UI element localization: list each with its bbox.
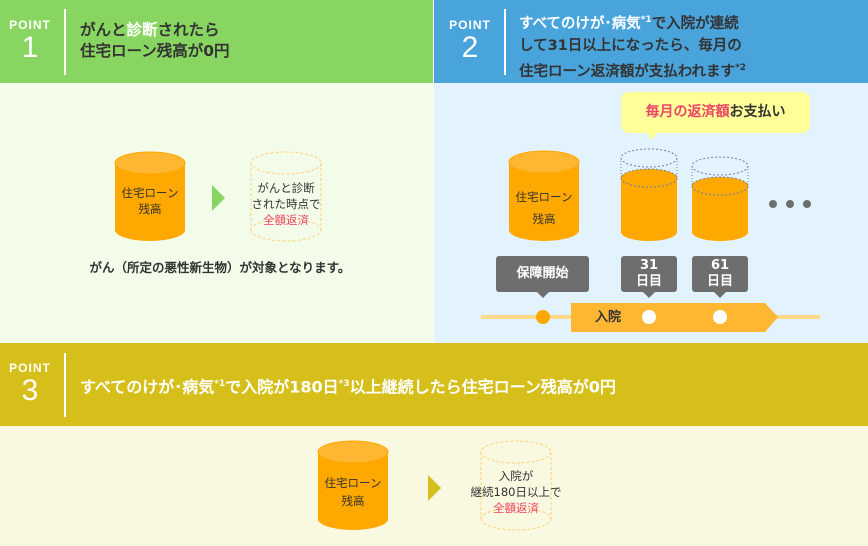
timeline-label: 入院 <box>594 310 621 325</box>
point2-title: すべてのけが･病気*1で入院が連続 して31日以上になったら、毎月の 住宅ローン返済… <box>519 15 747 80</box>
day31-label: 31 日目 <box>621 256 677 298</box>
point1-badge: POINT 1 <box>9 18 51 64</box>
glass-61-days <box>691 156 749 241</box>
point2-badge: POINT 2 <box>449 18 491 64</box>
arrow-right-icon <box>428 475 441 501</box>
coverage-start-label: 保障開始 <box>496 256 589 298</box>
point3-header <box>0 343 868 426</box>
point1-header <box>0 0 433 83</box>
loan-balance-cylinder-1 <box>114 151 186 241</box>
point2-header <box>434 0 868 83</box>
point3-title: すべてのけが･病気*1で入院が180日*3以上継続したら住宅ローン残高が0円 <box>80 377 616 397</box>
cylinder-label: 住宅ローン 残高 <box>121 186 179 216</box>
after-text: 入院が 継続180日以上で 全額返済 <box>470 469 562 515</box>
cylinder-label: 住宅ローン 残高 <box>324 476 382 508</box>
loan-balance-cylinder-2 <box>508 150 580 241</box>
arrow-right-icon <box>212 185 225 211</box>
empty-cylinder-3 <box>480 440 552 531</box>
loan-balance-cylinder-3 <box>317 440 389 530</box>
ellipsis-dots <box>769 200 811 208</box>
point1-caption: がん（所定の悪性新生物）が対象となります。 <box>89 260 351 275</box>
point1-body <box>0 83 433 343</box>
point1-title: がんと診断されたら 住宅ローン残高が0円 <box>80 21 230 60</box>
day31-dot <box>642 310 656 324</box>
empty-cylinder-1 <box>250 151 322 242</box>
start-dot <box>536 310 550 324</box>
day61-label: 61 日目 <box>692 256 748 298</box>
point3-badge: POINT 3 <box>9 361 51 407</box>
speech-bubble <box>621 92 810 140</box>
cylinder-label: 住宅ローン 残高 <box>515 190 573 226</box>
hospitalization-band <box>571 303 778 332</box>
glass-31-days <box>620 148 678 241</box>
after-text: がんと診断 された時点で 全額返済 <box>251 181 321 227</box>
bubble-text: 毎月の返済額お支払い <box>645 104 786 120</box>
day61-dot <box>713 310 727 324</box>
